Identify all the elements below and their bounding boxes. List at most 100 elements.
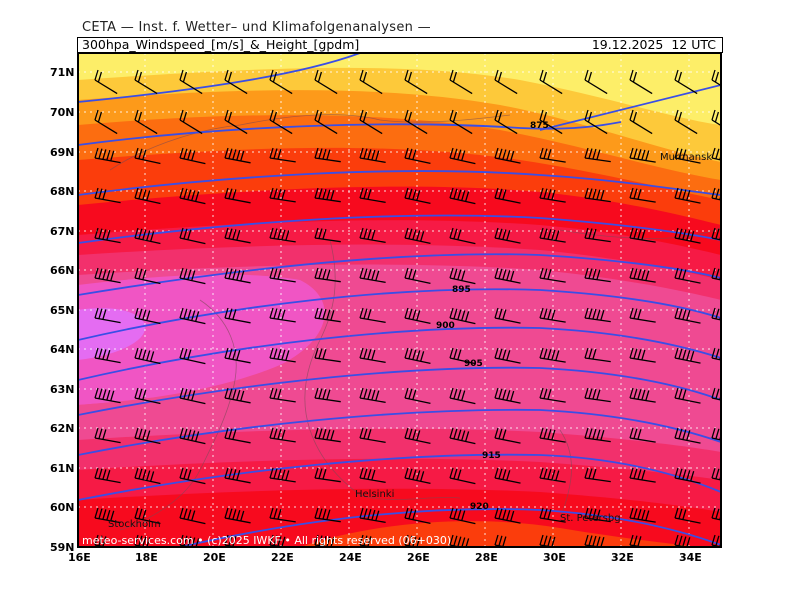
wind-barb	[314, 109, 338, 135]
wind-barb	[269, 307, 296, 323]
wind-barb	[629, 387, 656, 403]
lat-lon-grid	[78, 53, 721, 547]
wind-barb	[224, 227, 251, 244]
lat-label-62n: 62N	[50, 422, 75, 435]
wind-barb	[179, 347, 206, 365]
wind-barb	[314, 507, 341, 523]
wind-barb	[449, 267, 476, 285]
wind-barb	[359, 147, 386, 164]
wind-barb	[449, 227, 476, 245]
wind-barb	[449, 69, 473, 95]
wind-barb	[674, 109, 698, 135]
wind-barb	[674, 507, 701, 524]
wind-barb	[584, 387, 611, 403]
city-murmansk: Murmansk	[660, 152, 712, 163]
contour-label-895: 895	[452, 285, 471, 295]
wind-barb	[94, 147, 121, 164]
wind-barb	[449, 387, 476, 405]
wind-barb	[584, 467, 611, 483]
wind-barb	[584, 267, 611, 283]
wind-barb	[584, 427, 611, 443]
wind-barb	[674, 467, 701, 484]
wind-barb	[134, 227, 161, 245]
wind-barb	[629, 227, 656, 243]
wind-speed-field	[78, 53, 721, 547]
wind-barb	[674, 267, 701, 284]
wind-barb	[539, 347, 566, 363]
wind-barb	[314, 187, 341, 203]
lon-label-30e: 30E	[543, 551, 566, 564]
wind-barb	[359, 109, 383, 135]
wind-barb	[404, 227, 431, 244]
wind-barb	[539, 147, 566, 163]
wind-barb	[314, 467, 341, 483]
band-red-orange-south	[300, 521, 700, 547]
wind-barb	[224, 467, 251, 484]
wind-barb	[539, 267, 566, 283]
wind-barb	[629, 69, 653, 95]
wind-barb	[179, 307, 206, 325]
wind-barb	[179, 69, 203, 95]
wind-barb	[674, 347, 701, 364]
wind-barb	[134, 534, 151, 547]
wind-barb	[494, 347, 521, 364]
wind-barb	[269, 109, 293, 135]
latitude-axis: 59N 60N 61N 62N 63N 64N 65N 66N 67N 68N …	[50, 66, 75, 554]
wind-barb	[449, 467, 476, 485]
lat-label-67n: 67N	[50, 225, 75, 238]
lat-label-71n: 71N	[50, 66, 75, 79]
wind-barb	[94, 267, 121, 284]
wind-barb	[179, 109, 203, 135]
wind-barb	[179, 427, 206, 445]
wind-barb	[404, 307, 431, 324]
wind-barb	[539, 534, 557, 547]
wind-barb	[404, 507, 431, 524]
wind-barb	[494, 227, 521, 244]
wind-barb	[449, 147, 476, 165]
wind-barb	[269, 227, 296, 243]
wind-barb	[359, 187, 386, 204]
wind-barb	[494, 387, 521, 404]
wind-barb	[674, 187, 701, 204]
wind-barb	[404, 147, 431, 164]
wind-barb	[494, 267, 521, 284]
lat-label-68n: 68N	[50, 185, 75, 198]
wind-barb	[359, 227, 386, 244]
lon-label-28e: 28E	[475, 551, 498, 564]
wind-barb	[179, 187, 206, 205]
product-label: 300hpa_Windspeed_[m/s]_&_Height_[gpdm]	[82, 37, 360, 52]
wind-barb	[224, 267, 251, 284]
wind-barb	[539, 227, 566, 243]
wind-barb	[404, 109, 428, 135]
wind-barb	[449, 109, 473, 135]
wind-barb	[269, 147, 296, 163]
wind-barb	[494, 307, 521, 324]
wind-barb	[674, 147, 701, 164]
wind-barb	[94, 227, 121, 244]
wind-barb	[584, 187, 611, 203]
wind-barb	[134, 387, 161, 405]
wind-barb	[269, 187, 296, 203]
wind-barb	[539, 467, 566, 483]
lon-label-16e: 16E	[68, 551, 91, 564]
wind-barb	[179, 267, 206, 285]
contour-label-905: 905	[464, 359, 483, 369]
wind-barb	[494, 427, 521, 444]
wind-barb	[494, 109, 518, 135]
wind-barb	[134, 109, 158, 135]
wind-barb	[134, 267, 161, 285]
wind-barb	[359, 267, 386, 284]
wind-barb	[539, 307, 566, 323]
wind-barb	[404, 69, 428, 95]
lon-label-18e: 18E	[135, 551, 158, 564]
lat-label-63n: 63N	[50, 383, 75, 396]
wind-barb	[674, 227, 701, 244]
wind-barb	[314, 534, 335, 547]
wind-barb	[404, 187, 431, 204]
wind-barb	[711, 109, 721, 127]
wind-barb	[629, 534, 647, 547]
lat-label-61n: 61N	[50, 462, 75, 475]
wind-barb	[584, 69, 608, 95]
wind-barb	[629, 427, 656, 443]
